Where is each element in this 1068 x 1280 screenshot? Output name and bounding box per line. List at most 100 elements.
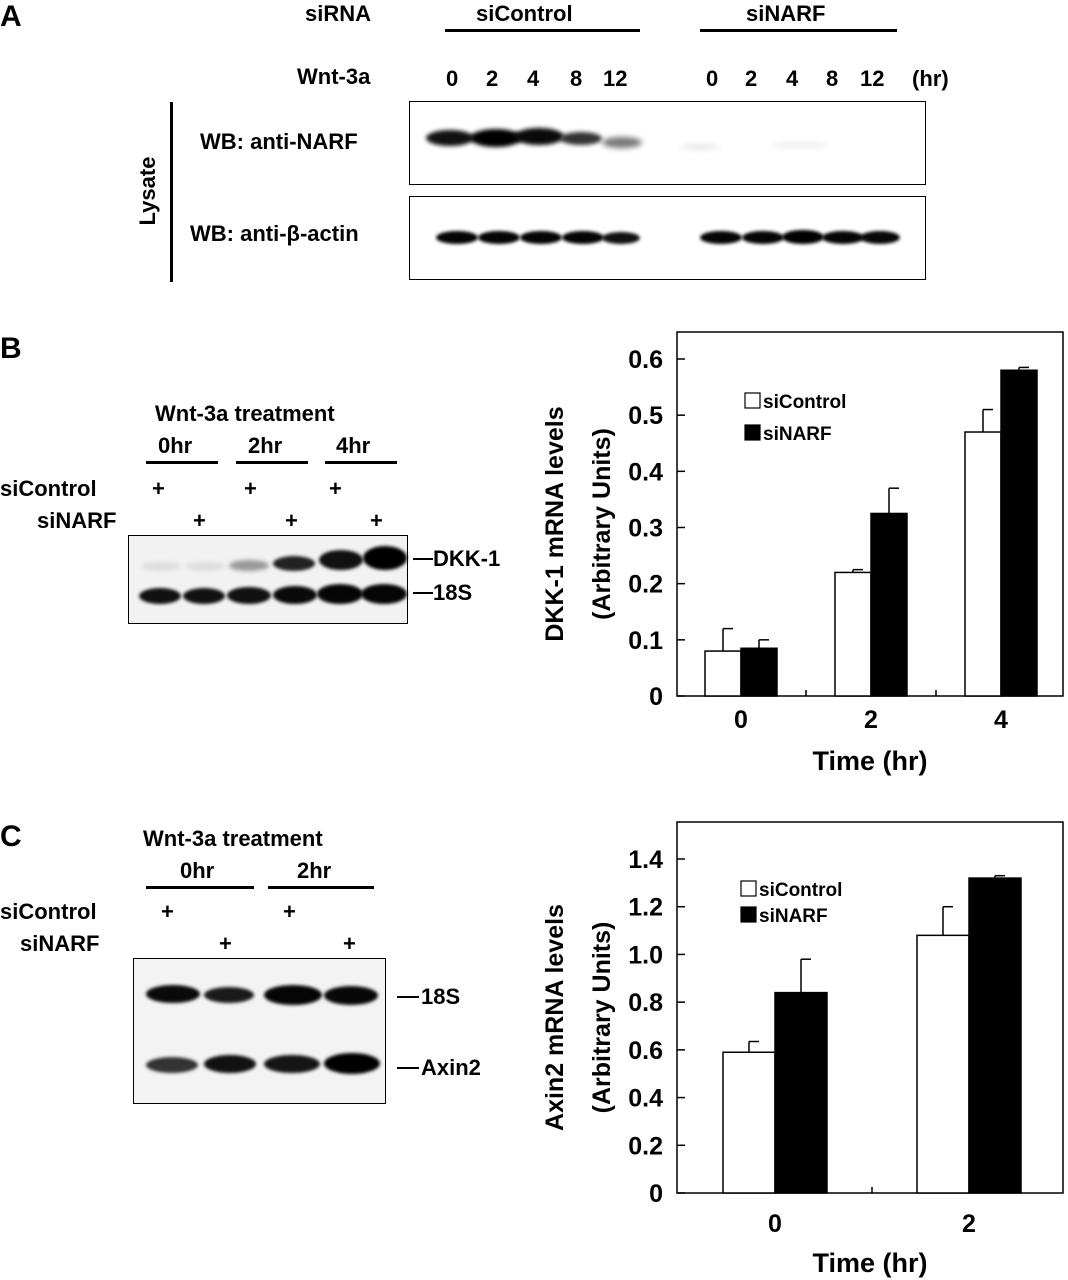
dkk1-legend-swatch-sinarf [744,424,761,441]
plus-c-3: + [283,899,296,924]
timepoint-narf-8: 8 [826,66,839,91]
timepoint-ctrl-8: 8 [570,66,583,91]
plus-b-1: + [152,476,165,501]
timepoint-ctrl-2: 2 [486,66,499,91]
plus-c-1: + [161,899,174,924]
treatment-label-c: Wnt-3a treatment [143,826,323,851]
plus-b-6: + [370,508,383,533]
axin2-xtick-label: 0 [768,1210,782,1238]
timepoint-narf-4: 4 [786,66,799,91]
timepoint-ctrl-12: 12 [603,66,628,91]
lysate-bracket [170,102,173,282]
gel-dkk1 [128,535,408,624]
axin2-ytick-label: 0.8 [628,989,663,1017]
dkk1-xlabel: Time (hr) [812,746,927,776]
axin2-ytick-label: 1.0 [628,941,663,969]
axin2-ylabel: Axin2 mRNA levels [541,904,569,1131]
dkk1-legend-label-sicontrol: siControl [763,392,846,413]
panel-b-letter: B [0,332,22,365]
time-underline-c-2hr [268,886,374,889]
band-label-dkk1: DKK-1 [433,546,501,571]
axin2-xlabel: Time (hr) [812,1248,927,1278]
band-label-axin2: Axin2 [421,1055,481,1080]
timepoint-ctrl-0: 0 [446,66,459,91]
dkk1-ytick-label: 0.4 [628,458,663,486]
dkk1-bar-sinarf-2 [870,512,908,697]
plus-b-3: + [244,476,257,501]
dkk1-ytick-label: 0.5 [628,402,663,430]
time-label-b-4hr: 4hr [336,433,371,458]
group-label-sicontrol: siControl [476,1,573,26]
marker-line-dkk1 [413,558,433,560]
axin2-bar-sicontrol-2 [916,934,970,1194]
axin2-ytick-label: 1.2 [628,894,663,922]
time-underline-b-0hr [146,461,218,464]
dkk1-xtick-label: 4 [994,706,1008,734]
dkk1-ylabel: DKK-1 mRNA levels [541,406,569,641]
plus-b-5: + [329,476,342,501]
wb-actin-label: WB: anti-β-actin [190,221,359,246]
row-label-b-sinarf: siNARF [37,508,117,533]
marker-line-18s-c [397,996,419,998]
axin2-ytick-label: 0 [649,1180,663,1208]
time-underline-b-4hr [325,461,397,464]
dkk1-ylabel2: (Arbitrary Units) [588,428,616,620]
axin2-xtick-label: 2 [962,1210,976,1238]
wnt3a-label: Wnt-3a [297,64,371,89]
plus-b-2: + [193,508,206,533]
axin2-bar-sicontrol-0 [722,1051,776,1194]
time-label-b-0hr: 0hr [158,433,193,458]
row-label-c-sinarf: siNARF [20,931,100,956]
dkk1-bar-sicontrol-4 [964,431,1002,697]
axin2-legend-swatch-sicontrol [740,880,757,897]
timepoint-narf-0: 0 [706,66,719,91]
dkk1-xtick-label: 0 [734,706,748,734]
timepoint-ctrl-4: 4 [527,66,540,91]
axin2-legend-swatch-sinarf [740,906,757,923]
axin2-legend-label-sinarf: siNARF [759,906,828,927]
time-unit: (hr) [912,66,949,91]
axin2-bar-sinarf-0 [774,991,828,1194]
panel-a-letter: A [0,0,22,33]
time-underline-b-2hr [236,461,308,464]
group-underline-sinarf [700,29,897,32]
dkk1-ytick-label: 0.3 [628,515,663,543]
gel-axin2 [133,958,386,1104]
dkk1-ytick-label: 0.1 [628,627,663,655]
marker-line-axin2 [397,1067,419,1069]
axin2-plot-frame [676,821,1064,1194]
dkk1-ytick-label: 0 [649,683,663,711]
treatment-label-b: Wnt-3a treatment [155,401,335,426]
axin2-bar-sinarf-2 [968,877,1022,1194]
axin2-ytick-label: 0.4 [628,1085,663,1113]
dkk1-bar-sinarf-0 [740,647,778,697]
band-label-18s-c: 18S [421,984,461,1009]
marker-line-18s-b [413,592,433,594]
timepoint-narf-12: 12 [860,66,885,91]
timepoint-narf-2: 2 [745,66,758,91]
time-label-c-0hr: 0hr [180,858,215,883]
panel-c-letter: C [0,820,22,853]
axin2-ytick-label: 0.6 [628,1037,663,1065]
row-label-c-sicontrol: siControl [0,899,97,924]
dkk1-ytick-label: 0.2 [628,571,663,599]
row-label-b-sicontrol: siControl [0,476,97,501]
sirna-label: siRNA [305,1,372,26]
dkk1-xtick-label: 2 [864,706,878,734]
group-underline-sicontrol [445,29,640,32]
plus-c-4: + [343,931,356,956]
blot-narf [409,101,926,185]
time-label-b-2hr: 2hr [248,433,283,458]
axin2-ytick-label: 0.2 [628,1132,663,1160]
plus-b-4: + [285,508,298,533]
wb-narf-label: WB: anti-NARF [200,129,358,154]
axin2-ytick-label: 1.4 [628,846,663,874]
group-label-sinarf: siNARF [746,1,826,26]
dkk1-bar-sicontrol-0 [704,650,742,697]
band-label-18s-b: 18S [433,580,473,605]
plus-c-2: + [219,931,232,956]
dkk1-legend-label-sinarf: siNARF [763,424,832,445]
dkk1-ytick-label: 0.6 [628,346,663,374]
dkk1-bar-sinarf-4 [1000,369,1038,697]
